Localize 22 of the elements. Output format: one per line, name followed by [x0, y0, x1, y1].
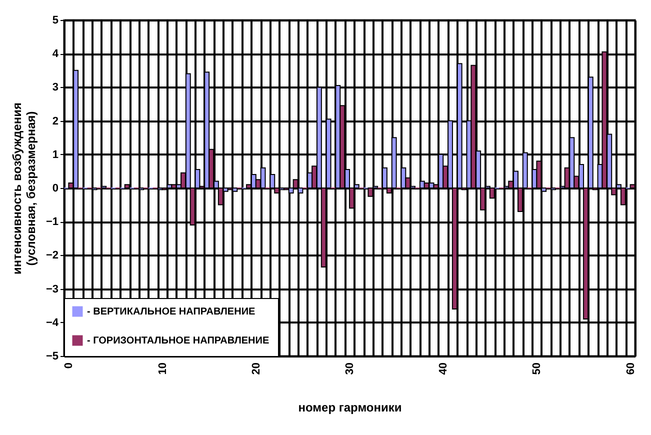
x-tick-label: 40 [438, 362, 450, 375]
y-tick-label: −4 [46, 316, 60, 329]
x-tick-label: 60 [624, 362, 637, 375]
x-tick-label: 10 [156, 362, 169, 375]
y-tick-label: 4 [52, 48, 60, 60]
y-tick-label: 5 [52, 14, 58, 26]
y-axis-title: интенсивность возбуждения (условная, безразмерная) [10, 102, 38, 275]
legend-label: - ВЕРТИКАЛЬНОЕ НАПРАВЛЕНИЕ [87, 306, 256, 318]
x-tick-label: 30 [344, 362, 356, 375]
x-tick-label: 0 [63, 362, 76, 369]
y-tick-label: −5 [46, 350, 58, 362]
y-tick-label: 1 [52, 148, 58, 161]
legend-label: - ГОРИЗОНТАЛЬНОЕ НАПРАВЛЕНИЕ [87, 336, 270, 346]
x-tick-label: 50 [531, 362, 544, 375]
x-axis-title: номер гармоники [298, 400, 402, 415]
x-tick-label: 20 [250, 362, 262, 375]
y-tick-label: −2 [46, 250, 58, 262]
y-tick-label: 3 [52, 82, 58, 94]
y-tick-label: 2 [52, 115, 58, 128]
y-tick-label: −1 [46, 216, 58, 228]
y-tick-label: 0 [52, 182, 58, 194]
y-tick-label: −3 [46, 283, 58, 296]
